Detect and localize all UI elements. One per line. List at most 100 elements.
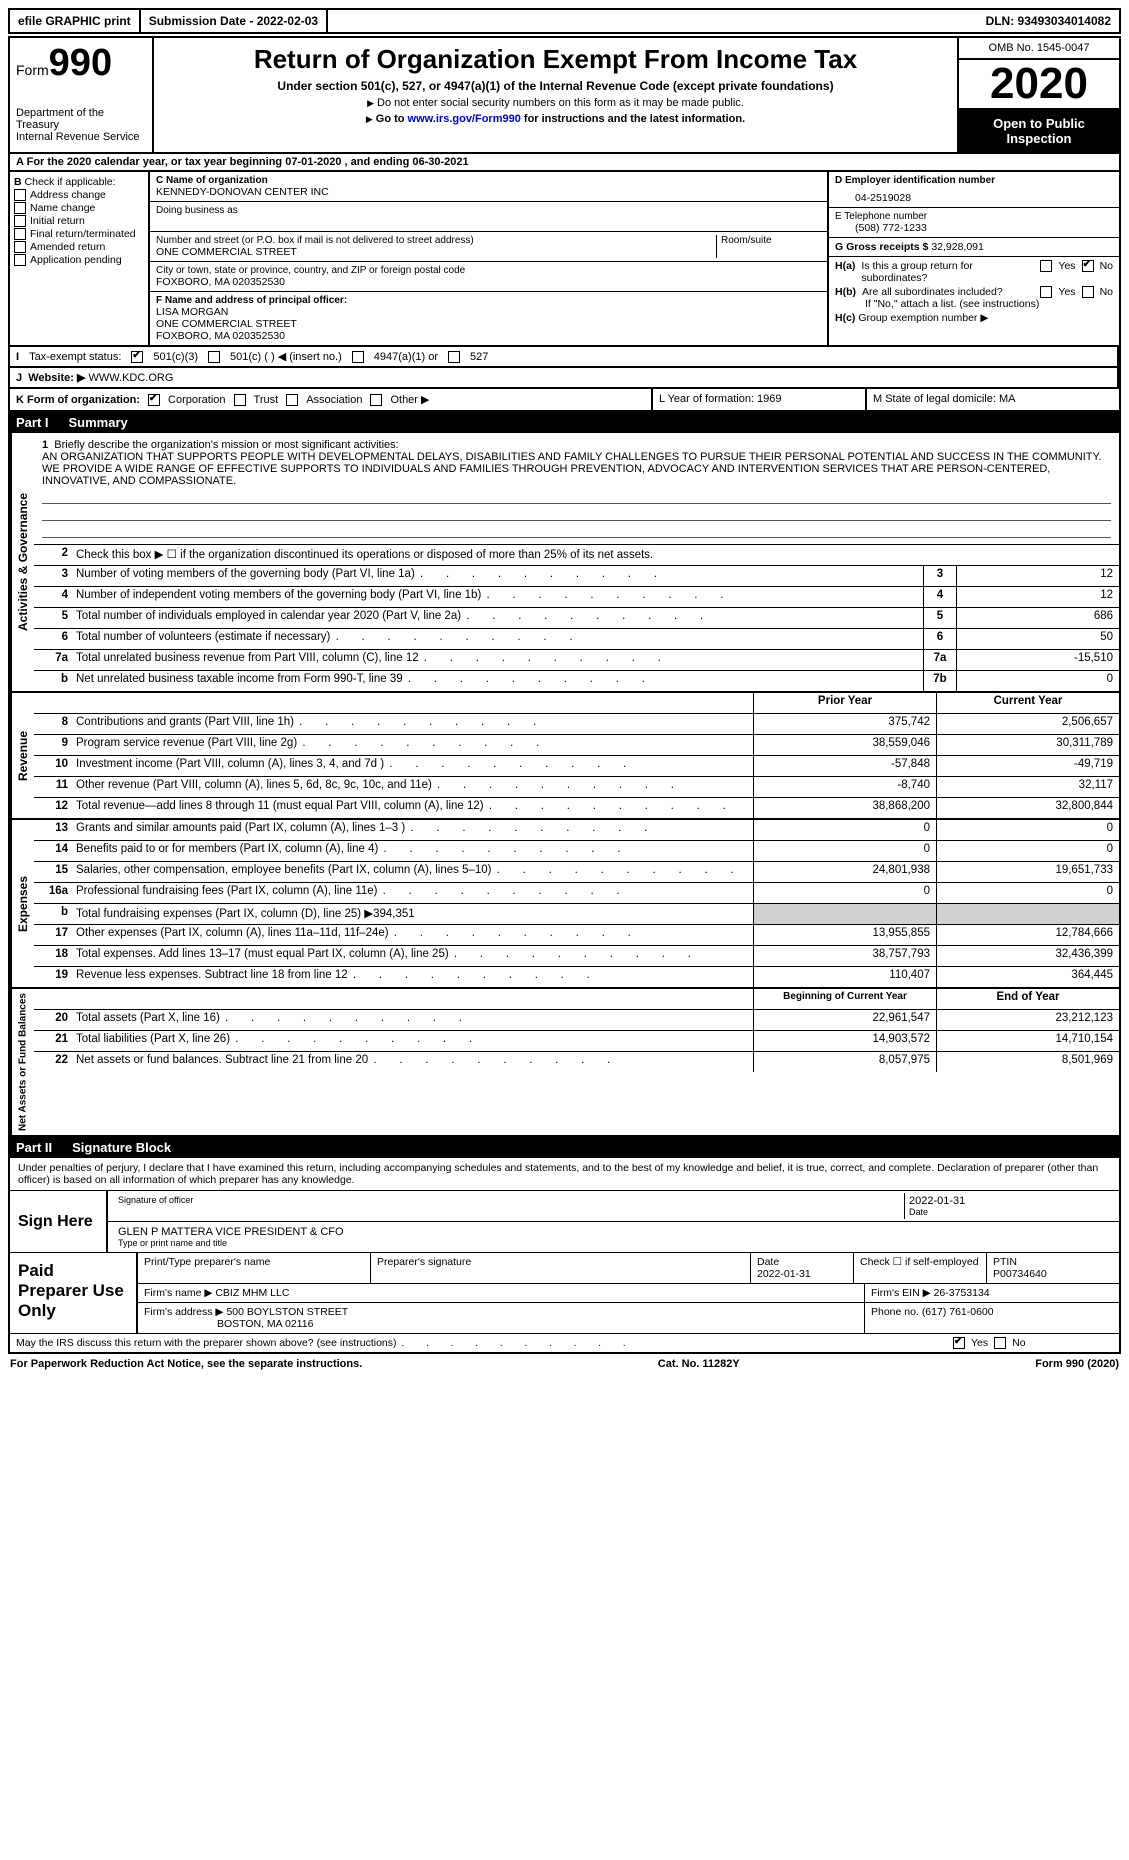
table-row: 21Total liabilities (Part X, line 26)14,… [34, 1031, 1119, 1052]
discuss-text: May the IRS discuss this return with the… [16, 1337, 397, 1349]
mission-label: Briefly describe the organization's miss… [54, 439, 398, 451]
table-row: 17Other expenses (Part IX, column (A), l… [34, 925, 1119, 946]
state-domicile: M State of legal domicile: MA [867, 389, 1119, 410]
arrow-icon [367, 97, 377, 109]
boxb-item: Final return/terminated [14, 228, 144, 240]
table-row: 8Contributions and grants (Part VIII, li… [34, 714, 1119, 735]
expenses-section: Expenses 13Grants and similar amounts pa… [8, 820, 1121, 989]
discuss-yes-checkbox[interactable] [953, 1337, 965, 1349]
netassets-section: Net Assets or Fund Balances Beginning of… [8, 989, 1121, 1137]
phone: (508) 772-1233 [835, 222, 1113, 234]
officer-name: LISA MORGAN [156, 306, 821, 318]
table-row: 7aTotal unrelated business revenue from … [34, 650, 1119, 671]
table-row: 5Total number of individuals employed in… [34, 608, 1119, 629]
end-year-hdr: End of Year [936, 989, 1119, 1009]
trust-checkbox[interactable] [234, 394, 246, 406]
table-row: 15Salaries, other compensation, employee… [34, 862, 1119, 883]
ein: 04-2519028 [835, 186, 1113, 204]
boxb-item: Initial return [14, 215, 144, 227]
assoc-checkbox[interactable] [286, 394, 298, 406]
omb-number: OMB No. 1545-0047 [959, 38, 1119, 60]
row-k: K Form of organization: Corporation Trus… [8, 389, 1121, 412]
prior-year-hdr: Prior Year [753, 693, 936, 713]
org-name: KENNEDY-DONOVAN CENTER INC [156, 186, 821, 198]
side-governance: Activities & Governance [10, 433, 34, 691]
prep-name-hdr: Print/Type preparer's name [138, 1253, 371, 1283]
discuss-no-checkbox[interactable] [994, 1337, 1006, 1349]
hb-note: If "No," attach a list. (see instruction… [835, 298, 1113, 310]
table-row: 16aProfessional fundraising fees (Part I… [34, 883, 1119, 904]
table-row: 3Number of voting members of the governi… [34, 566, 1119, 587]
other-checkbox[interactable] [370, 394, 382, 406]
ptin: P00734640 [993, 1268, 1047, 1280]
officer-printed-name: GLEN P MATTERA VICE PRESIDENT & CFO [118, 1226, 1109, 1238]
ha-no-checkbox[interactable] [1082, 260, 1094, 272]
prep-date: 2022-01-31 [757, 1268, 811, 1280]
submission-date: Submission Date - 2022-02-03 [141, 10, 328, 32]
begin-year-hdr: Beginning of Current Year [753, 989, 936, 1009]
table-row: 6Total number of volunteers (estimate if… [34, 629, 1119, 650]
checkbox[interactable] [14, 189, 26, 201]
room-label: Room/suite [721, 235, 821, 246]
dln: DLN: 93493034014082 [978, 10, 1119, 32]
firm-addr1: 500 BOYLSTON STREET [226, 1306, 348, 1318]
officer-addr1: ONE COMMERCIAL STREET [156, 318, 821, 330]
officer-addr2: FOXBORO, MA 020352530 [156, 330, 821, 342]
paperwork-notice: For Paperwork Reduction Act Notice, see … [10, 1358, 362, 1370]
table-row: 10Investment income (Part VIII, column (… [34, 756, 1119, 777]
form-number: Form990 [16, 42, 146, 85]
4947-checkbox[interactable] [352, 351, 364, 363]
527-checkbox[interactable] [448, 351, 460, 363]
line-a: A For the 2020 calendar year, or tax yea… [8, 154, 1121, 172]
checkbox[interactable] [14, 215, 26, 227]
penalty-text: Under penalties of perjury, I declare th… [10, 1158, 1119, 1190]
governance-section: Activities & Governance 1 Briefly descri… [8, 433, 1121, 693]
box-g-label: G Gross receipts $ [835, 241, 928, 253]
table-row: bNet unrelated business taxable income f… [34, 671, 1119, 691]
box-f-label: F Name and address of principal officer: [156, 295, 347, 306]
firm-ein: 26-3753134 [934, 1287, 990, 1299]
info-grid: B Check if applicable: Address changeNam… [8, 172, 1121, 347]
boxb-item: Application pending [14, 254, 144, 266]
org-city: FOXBORO, MA 020352530 [156, 276, 821, 288]
irs-link[interactable]: www.irs.gov/Form990 [408, 113, 521, 125]
revenue-section: Revenue Prior Year Current Year 8Contrib… [8, 693, 1121, 820]
gross-receipts: 32,928,091 [931, 241, 984, 253]
mission-text: AN ORGANIZATION THAT SUPPORTS PEOPLE WIT… [42, 451, 1102, 487]
checkbox[interactable] [14, 241, 26, 253]
box-e-label: E Telephone number [835, 211, 1113, 222]
table-row: 11Other revenue (Part VIII, column (A), … [34, 777, 1119, 798]
firm-name: CBIZ MHM LLC [215, 1287, 289, 1299]
firm-addr2: BOSTON, MA 02116 [217, 1318, 314, 1330]
table-row: bTotal fundraising expenses (Part IX, co… [34, 904, 1119, 925]
501c3-checkbox[interactable] [131, 351, 143, 363]
boxb-item: Name change [14, 202, 144, 214]
ha-yes-checkbox[interactable] [1040, 260, 1052, 272]
table-row: 4Number of independent voting members of… [34, 587, 1119, 608]
addr-label: Number and street (or P.O. box if mail i… [156, 235, 716, 246]
signature-section: Under penalties of perjury, I declare th… [8, 1158, 1121, 1354]
table-row: 18Total expenses. Add lines 13–17 (must … [34, 946, 1119, 967]
hb-yes-checkbox[interactable] [1040, 286, 1052, 298]
corp-checkbox[interactable] [148, 394, 160, 406]
paid-preparer-label: Paid Preparer Use Only [10, 1253, 138, 1333]
dba-label: Doing business as [156, 205, 821, 216]
boxb-item: Amended return [14, 241, 144, 253]
side-expenses: Expenses [10, 820, 34, 987]
tax-year: 2020 [959, 60, 1119, 110]
side-netassets: Net Assets or Fund Balances [10, 989, 34, 1135]
form-subtitle: Under section 501(c), 527, or 4947(a)(1)… [164, 79, 947, 93]
arrow-icon [366, 113, 376, 125]
table-row: 20Total assets (Part X, line 16)22,961,5… [34, 1010, 1119, 1031]
form-footer: Form 990 (2020) [1035, 1358, 1119, 1370]
501c-checkbox[interactable] [208, 351, 220, 363]
checkbox[interactable] [14, 228, 26, 240]
hb-no-checkbox[interactable] [1082, 286, 1094, 298]
checkbox[interactable] [14, 202, 26, 214]
open-public: Open to Public Inspection [959, 110, 1119, 152]
checkbox[interactable] [14, 254, 26, 266]
row-j: J Website: ▶ WWW.KDC.ORG [8, 368, 1121, 389]
table-row: 19Revenue less expenses. Subtract line 1… [34, 967, 1119, 987]
efile-label: efile GRAPHIC print [10, 10, 141, 32]
box-c-label: C Name of organization [156, 175, 268, 186]
